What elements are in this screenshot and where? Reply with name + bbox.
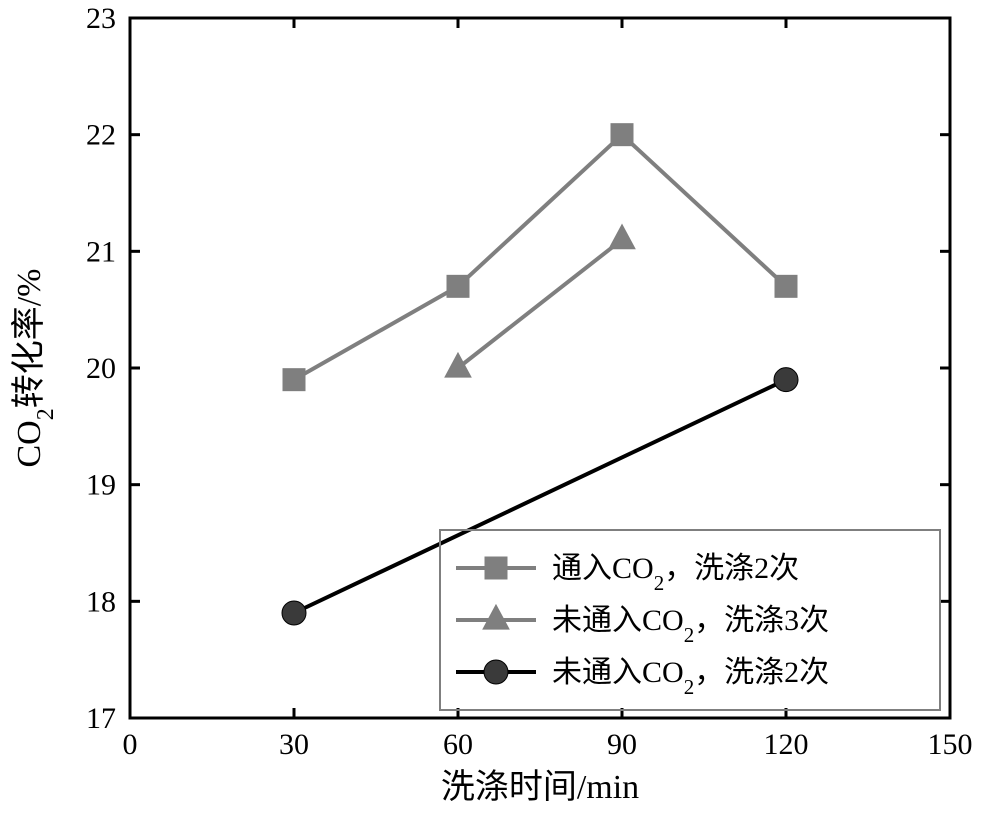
x-axis-label: 洗涤时间/min (441, 768, 639, 806)
x-tick-label: 0 (123, 728, 138, 761)
marker-triangle (483, 605, 509, 629)
series-line-s1 (294, 135, 786, 380)
x-tick-label: 90 (607, 728, 637, 761)
marker-circle (282, 601, 306, 625)
y-tick-label: 21 (86, 235, 116, 268)
chart-container: 0 30 60 90 120 150 17 18 19 20 21 22 23 洗涤时间/min CO2转化… (0, 0, 1000, 823)
marker-triangle (445, 353, 471, 377)
y-tick-label: 18 (86, 585, 116, 618)
marker-triangle (609, 225, 635, 249)
y-tick-label: 22 (86, 119, 116, 152)
x-tick-label: 120 (764, 728, 809, 761)
chart-svg: 0 30 60 90 120 150 17 18 19 20 21 22 23 洗涤时间/min CO2转化… (0, 0, 1000, 823)
marker-square (611, 124, 633, 146)
marker-square (447, 275, 469, 297)
x-tick-label: 60 (443, 728, 473, 761)
marker-square (485, 557, 507, 579)
marker-square (775, 275, 797, 297)
y-tick-label: 20 (86, 352, 116, 385)
marker-square (283, 369, 305, 391)
marker-circle (484, 660, 508, 684)
marker-circle (774, 368, 798, 392)
series-line-s2 (458, 240, 622, 368)
legend-label: 未通入CO2，洗涤2次 (552, 656, 829, 699)
legend-label: 未通入CO2，洗涤3次 (552, 604, 829, 647)
x-tick-label: 30 (279, 728, 309, 761)
y-axis-label: CO2转化率/% (10, 268, 59, 467)
y-tick-label: 23 (86, 2, 116, 35)
x-tick-label: 150 (928, 728, 973, 761)
y-tick-label: 17 (86, 702, 116, 735)
y-tick-label: 19 (86, 469, 116, 502)
legend-label: 通入CO2，洗涤2次 (552, 552, 799, 595)
